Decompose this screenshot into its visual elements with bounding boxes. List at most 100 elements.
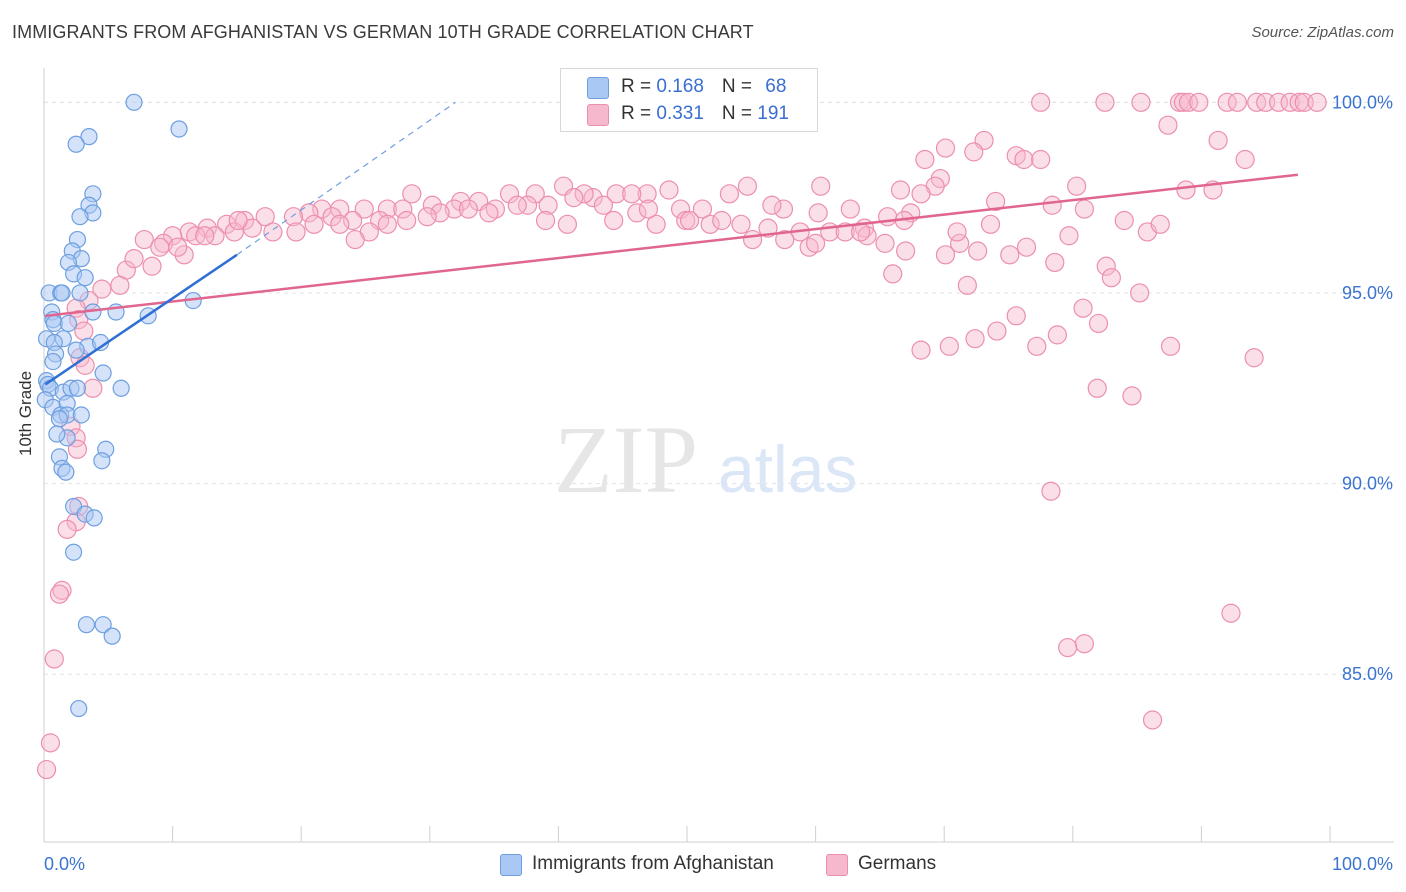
germans-point	[286, 222, 306, 242]
germans-point	[417, 207, 437, 227]
afghanistan-point	[71, 284, 89, 302]
germans-point	[153, 233, 174, 253]
germans-point	[1130, 283, 1150, 303]
germans-point	[195, 226, 215, 246]
germans-point	[1268, 92, 1289, 112]
germans-point	[915, 149, 935, 170]
x-ticks	[43, 826, 1331, 842]
afghanistan-trend-extension	[236, 101, 456, 256]
germans-point	[637, 184, 657, 204]
germans-point	[935, 138, 956, 158]
germans-point	[44, 649, 64, 669]
afghanistan-point	[67, 341, 85, 359]
germans-point	[1178, 92, 1199, 112]
germans-point	[574, 184, 594, 204]
germans-point	[479, 203, 499, 223]
germans-point	[775, 229, 795, 250]
trend-lines	[44, 101, 1298, 386]
germans-point	[700, 214, 720, 234]
germans-point	[304, 214, 324, 234]
germans-point	[1045, 252, 1065, 273]
germans-point	[593, 195, 614, 215]
afghanistan-point	[94, 616, 112, 634]
germans-point	[134, 229, 154, 250]
germans-point	[499, 184, 520, 204]
germans-point	[1074, 199, 1094, 219]
germans-point	[330, 214, 350, 234]
germans-point	[840, 199, 860, 219]
bottom-legend-swatch-pink	[826, 854, 848, 876]
germans-point	[124, 249, 144, 269]
afghanistan-point	[68, 379, 87, 397]
afghanistan-point	[76, 269, 94, 287]
germans-point	[525, 184, 545, 204]
germans-point	[283, 207, 304, 227]
watermark-atlas: atlas	[718, 432, 857, 506]
germans-point	[1067, 176, 1087, 196]
germans-point	[950, 233, 970, 253]
afghanistan-point	[77, 616, 96, 634]
afghanistan-point	[93, 452, 111, 470]
germans-point	[712, 210, 732, 231]
germans-point	[430, 203, 450, 223]
germans-point	[742, 229, 763, 250]
germans-point	[1059, 226, 1079, 246]
germans-point	[1016, 237, 1037, 257]
legend-swatch-pink	[587, 104, 609, 126]
germans-point	[1176, 180, 1196, 200]
axes	[43, 68, 1394, 843]
y-tick-label: 95.0%	[1342, 283, 1393, 303]
afghanistan-point	[64, 543, 83, 561]
y-tick-label: 90.0%	[1342, 474, 1393, 494]
germans-point	[1114, 210, 1134, 231]
germans-point	[719, 184, 740, 204]
germans-point	[758, 218, 778, 238]
germans-point	[402, 184, 422, 204]
germans-point	[957, 275, 977, 295]
germans-point	[168, 237, 188, 257]
germans-point	[1031, 149, 1051, 170]
germans-point	[343, 210, 363, 231]
germans-point	[604, 210, 624, 231]
germans-point	[622, 184, 642, 204]
germans-point	[255, 207, 275, 227]
germans-point	[939, 336, 959, 356]
germans-point	[1131, 92, 1151, 112]
germans-point	[1101, 268, 1121, 288]
germans-point	[1042, 195, 1062, 215]
germans-point	[40, 733, 61, 753]
source-credit: Source: ZipAtlas.com	[1251, 24, 1394, 41]
germans-point	[345, 229, 365, 250]
afghanistan-point	[94, 364, 112, 382]
germans-point	[36, 759, 57, 780]
germans-point	[1088, 313, 1109, 334]
germans-point	[57, 519, 77, 539]
germans-point	[205, 226, 225, 246]
germans-point	[83, 378, 103, 398]
germans-point	[646, 214, 666, 234]
germans-point	[1074, 634, 1094, 654]
germans-point	[444, 199, 464, 219]
germans-point	[354, 199, 374, 219]
germans-point	[947, 222, 967, 242]
germans-point	[228, 210, 248, 231]
germans-point	[67, 439, 88, 459]
afghanistan-point	[112, 379, 130, 397]
x-tick-labels: 0.0% 100.0%	[44, 854, 1393, 874]
watermark-zip: ZIP	[554, 406, 698, 513]
germans-point	[883, 264, 903, 284]
germans-point	[1096, 256, 1116, 276]
afghanistan-point	[125, 93, 143, 111]
afghanistan-point	[170, 120, 188, 138]
germans-point	[1244, 348, 1264, 368]
germans-point	[773, 199, 794, 219]
germans-point	[811, 176, 831, 196]
germans-point	[875, 233, 895, 253]
germans-point	[150, 237, 170, 257]
bottom-legend-label-germans: Germans	[858, 853, 937, 874]
germans-point	[987, 321, 1007, 341]
germans-point	[627, 203, 647, 223]
germans-point	[659, 180, 679, 200]
x-tick-label-min: 0.0%	[44, 854, 85, 874]
